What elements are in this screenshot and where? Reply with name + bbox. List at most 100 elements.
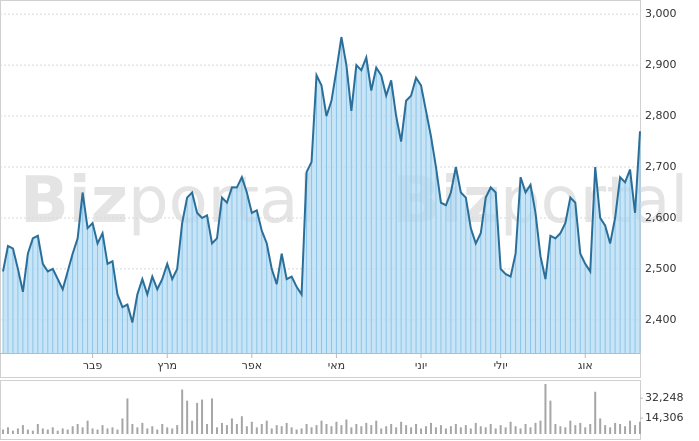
volume-bar bbox=[524, 424, 527, 434]
y-tick-label: 2,700 bbox=[645, 160, 677, 173]
volume-bar bbox=[564, 427, 567, 434]
volume-bar bbox=[494, 428, 497, 434]
volume-bar bbox=[11, 430, 14, 434]
y-tick-label: 3,000 bbox=[645, 7, 677, 20]
volume-bar bbox=[360, 426, 363, 434]
volume-bar bbox=[181, 389, 184, 434]
volume-bar bbox=[51, 427, 54, 434]
volume-bar bbox=[220, 422, 223, 434]
volume-bar bbox=[315, 425, 318, 434]
volume-bar bbox=[624, 426, 627, 434]
volume-bar bbox=[370, 425, 373, 434]
volume-frame bbox=[0, 380, 641, 440]
volume-bar bbox=[41, 428, 44, 434]
x-tick-label: פבר bbox=[83, 359, 103, 372]
volume-bar bbox=[235, 424, 238, 434]
volume-bar bbox=[350, 427, 353, 434]
volume-bar bbox=[549, 400, 552, 434]
volume-bar bbox=[86, 420, 89, 434]
volume-bar bbox=[539, 420, 542, 434]
volume-bar bbox=[146, 428, 149, 434]
volume-bar bbox=[171, 428, 174, 434]
volume-bar bbox=[225, 425, 228, 434]
x-tick-label: יוני bbox=[415, 359, 427, 372]
volume-bar bbox=[325, 424, 328, 434]
volume-bar bbox=[330, 426, 333, 434]
volume-bar bbox=[106, 428, 109, 434]
volume-bar bbox=[166, 427, 169, 434]
volume-bar bbox=[439, 425, 442, 434]
volume-bar bbox=[270, 428, 273, 434]
volume-bar bbox=[215, 427, 218, 434]
volume-bar bbox=[345, 419, 348, 434]
volume-bar bbox=[101, 425, 104, 434]
x-tick-label: יולי bbox=[494, 359, 508, 372]
volume-bar bbox=[141, 422, 144, 434]
x-tick-label: מאי bbox=[328, 359, 345, 372]
volume-bar bbox=[290, 427, 293, 434]
volume-bar bbox=[255, 427, 258, 434]
volume-bar bbox=[589, 424, 592, 434]
volume-bar bbox=[96, 429, 99, 434]
volume-bar bbox=[126, 398, 129, 434]
volume-bar bbox=[375, 420, 378, 434]
volume-bar bbox=[275, 425, 278, 434]
volume-bar bbox=[574, 425, 577, 434]
volume-bar bbox=[609, 427, 612, 434]
volume-bar bbox=[206, 424, 209, 434]
volume-bar bbox=[395, 427, 398, 434]
volume-bar bbox=[604, 425, 607, 434]
watermark: Bizportal bbox=[20, 164, 316, 238]
volume-bar bbox=[305, 424, 308, 434]
x-tick-label: מרץ bbox=[157, 359, 177, 372]
volume-bar bbox=[136, 427, 139, 434]
volume-bar bbox=[594, 391, 597, 434]
volume-bar bbox=[449, 426, 452, 434]
volume-bar bbox=[111, 427, 114, 434]
volume-bar bbox=[240, 416, 243, 434]
volume-bar bbox=[265, 420, 268, 434]
volume-bar bbox=[614, 422, 617, 434]
volume-bar bbox=[380, 428, 383, 434]
volume-bar bbox=[444, 428, 447, 434]
volume-bar bbox=[161, 424, 164, 434]
volume-bar bbox=[121, 418, 124, 434]
volume-bar bbox=[310, 427, 313, 434]
volume-bar bbox=[71, 426, 74, 434]
volume-bar bbox=[36, 424, 39, 434]
volume-bar bbox=[91, 428, 94, 434]
y-tick-label: 14,306 bbox=[645, 411, 684, 424]
volume-bar bbox=[320, 420, 323, 434]
volume-bar bbox=[619, 424, 622, 434]
volume-bar bbox=[16, 428, 19, 434]
volume-bar bbox=[474, 422, 477, 434]
volume-bar bbox=[559, 426, 562, 434]
volume-bar bbox=[250, 421, 253, 434]
price-line bbox=[2, 36, 641, 323]
volume-bar bbox=[425, 426, 428, 434]
volume-bar bbox=[6, 427, 9, 434]
volume-bar bbox=[186, 400, 189, 434]
volume-bar bbox=[385, 426, 388, 434]
volume-bar bbox=[634, 425, 637, 434]
volume-bar bbox=[211, 398, 214, 434]
volume-bar bbox=[410, 427, 413, 434]
volume-bar bbox=[484, 427, 487, 434]
x-tick-label: אוג bbox=[578, 359, 593, 372]
volume-bar bbox=[454, 424, 457, 434]
volume-bar bbox=[489, 424, 492, 434]
volume-bar bbox=[46, 429, 49, 434]
volume-bar bbox=[459, 427, 462, 434]
volume-bar bbox=[31, 430, 34, 434]
volume-bar bbox=[151, 426, 154, 434]
volume-bar bbox=[131, 424, 134, 434]
volume-bar bbox=[504, 427, 507, 434]
volume-bar bbox=[514, 426, 517, 434]
volume-bar bbox=[2, 429, 4, 434]
watermark-bold: Biz bbox=[20, 164, 128, 238]
volume-bar bbox=[584, 427, 587, 434]
y-tick-label: 2,400 bbox=[645, 313, 677, 326]
volume-bar bbox=[245, 426, 248, 434]
volume-bar bbox=[390, 424, 393, 434]
volume-bar bbox=[285, 422, 288, 434]
